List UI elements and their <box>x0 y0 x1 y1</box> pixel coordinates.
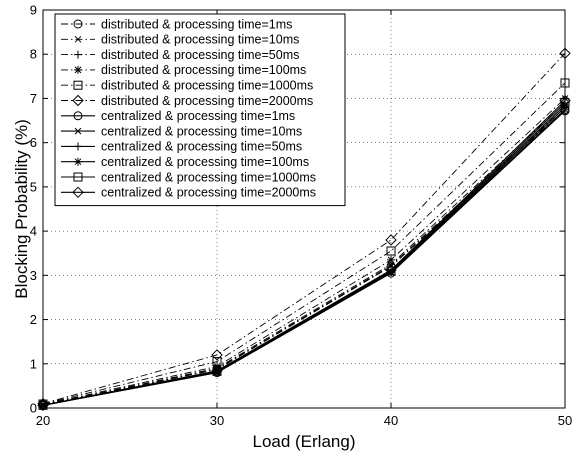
y-axis-label: Blocking Probability (%) <box>12 119 31 299</box>
series-line <box>42 82 566 405</box>
legend-marker-plus <box>74 142 82 151</box>
x-axis-label: Load (Erlang) <box>252 432 355 451</box>
y-tick-label: 5 <box>30 179 37 194</box>
legend-item: centralized & processing time=1ms <box>61 109 295 123</box>
y-tick-label: 3 <box>30 268 37 283</box>
legend-marker-plus <box>74 50 82 59</box>
legend-box <box>54 13 346 207</box>
x-tick-label: 20 <box>36 413 50 428</box>
legend-label: centralized & processing time=50ms <box>101 140 302 154</box>
legend-item: distributed & processing time=50ms <box>61 48 299 62</box>
legend-marker-star <box>74 157 82 166</box>
legend-item: centralized & processing time=2000ms <box>61 186 316 200</box>
data-point-diamond <box>211 349 223 361</box>
data-point-diamond <box>385 264 397 276</box>
legend-label: distributed & processing time=1000ms <box>101 79 313 93</box>
legend-marker-circle <box>73 19 83 29</box>
y-tick-label: 0 <box>30 401 37 416</box>
data-point-diamond <box>385 234 397 246</box>
legend-label: centralized & processing time=100ms <box>101 155 309 169</box>
legend-item: distributed & processing time=1ms <box>61 17 292 31</box>
series-line <box>42 100 566 406</box>
legend-item: centralized & processing time=1000ms <box>61 170 316 184</box>
legend-label: centralized & processing time=10ms <box>101 124 302 138</box>
axis-ticks: 0 1 2 3 4 5 6 7 8 9 20 30 40 50 <box>30 3 572 429</box>
data-point-star <box>387 267 395 276</box>
series-line <box>42 98 566 405</box>
series-12 <box>37 94 571 412</box>
legend-label: centralized & processing time=1000ms <box>101 170 316 184</box>
y-tick-label: 1 <box>30 356 37 371</box>
legend-marker-star <box>74 65 82 74</box>
y-tick-label: 8 <box>30 47 37 62</box>
data-point-square <box>386 246 396 256</box>
legend-item: centralized & processing time=100ms <box>61 155 309 169</box>
series-lines <box>37 47 571 412</box>
legend-label: centralized & processing time=2000ms <box>101 186 316 200</box>
legend-marker-diamond <box>72 94 84 107</box>
legend-item: centralized & processing time=50ms <box>61 140 302 154</box>
y-tick-label: 6 <box>30 135 37 150</box>
plot-frame <box>42 9 566 409</box>
data-point-diamond <box>37 399 49 412</box>
legend-item: centralized & processing time=10ms <box>61 124 302 138</box>
legend-label: distributed & processing time=50ms <box>101 48 299 62</box>
legend: distributed & processing time=1ms distrib… <box>54 13 346 207</box>
legend-item: distributed & processing time=100ms <box>61 63 306 77</box>
y-tick-label: 4 <box>30 224 37 239</box>
legend-item: distributed & processing time=1000ms <box>61 79 313 93</box>
data-point-star <box>387 255 395 264</box>
legend-marker-cross <box>74 35 82 43</box>
legend-item: distributed & processing time=10ms <box>61 33 299 47</box>
legend-label: distributed & processing time=100ms <box>101 63 306 77</box>
legend-marker-square <box>73 172 83 182</box>
legend-marker-square <box>73 80 83 90</box>
legend-marker-circle <box>73 111 83 121</box>
legend-marker-diamond <box>72 186 84 199</box>
data-point-diamond <box>211 365 223 377</box>
legend-item: distributed & processing time=2000ms <box>61 94 313 108</box>
y-tick-label: 7 <box>30 91 37 106</box>
series-line <box>42 53 566 405</box>
legend-label: distributed & processing time=2000ms <box>101 94 313 108</box>
x-tick-label: 30 <box>210 413 224 428</box>
y-tick-label: 2 <box>30 312 37 327</box>
y-tick-label: 9 <box>30 3 37 18</box>
x-tick-label: 40 <box>384 413 398 428</box>
x-tick-label: 50 <box>558 413 572 428</box>
legend-label: distributed & processing time=10ms <box>101 33 299 47</box>
legend-label: centralized & processing time=1ms <box>101 109 295 123</box>
series-line <box>42 102 566 406</box>
legend-label: distributed & processing time=1ms <box>101 17 292 31</box>
legend-marker-cross <box>74 127 82 135</box>
